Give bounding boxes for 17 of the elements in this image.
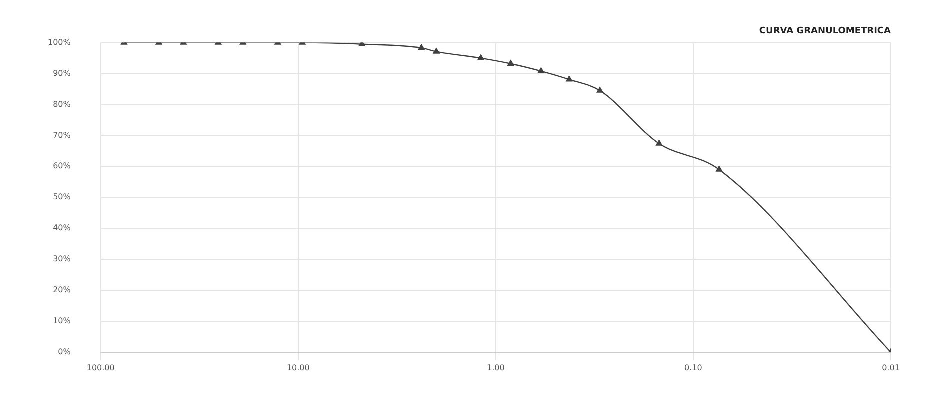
y-tick-label: 80% — [53, 100, 72, 109]
x-tick-label: 0.01 — [882, 363, 900, 372]
y-tick-label: 20% — [53, 286, 72, 295]
y-tick-label: 50% — [53, 192, 72, 202]
y-tick-label: 90% — [53, 68, 72, 78]
y-tick-label: 30% — [53, 254, 72, 264]
y-tick-label: 60% — [53, 162, 72, 171]
x-tick-label: 0.10 — [684, 363, 702, 372]
y-tick-label: 0% — [58, 347, 72, 356]
y-tick-label: 70% — [53, 130, 72, 140]
y-tick-label: 10% — [53, 316, 72, 326]
chart-title: CURVA GRANULOMETRICA — [759, 26, 892, 37]
y-tick-label: 40% — [53, 224, 72, 233]
x-tick-label: 1.00 — [487, 363, 505, 372]
y-tick-label: 100% — [48, 38, 72, 47]
x-tick-label: 100.00 — [86, 363, 115, 372]
x-tick-label: 10.00 — [286, 363, 310, 372]
